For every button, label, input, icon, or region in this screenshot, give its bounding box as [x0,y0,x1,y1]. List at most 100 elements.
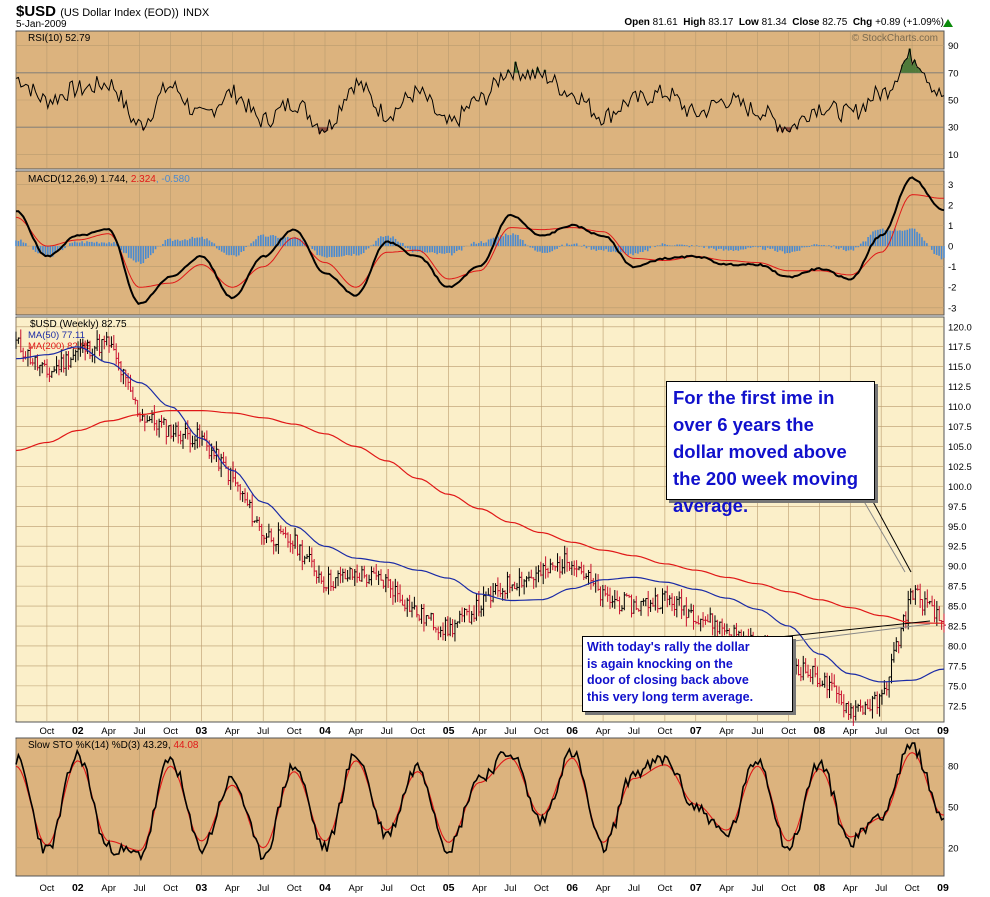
open-label: Open [624,17,650,28]
x-axis-label: Apr [348,726,363,737]
price-tick-label: 87.5 [948,582,967,593]
sto-panel: 80 50 20 Slow STO %K(14) %D(3) 43.29, 44.0… [15,737,959,877]
x-axis-label: Oct [163,726,178,737]
macd-signal-line [15,194,944,288]
open-value: 81.61 [652,17,678,28]
callout1-line: dollar moved above [673,441,847,462]
callout1-line: the 200 week moving [673,468,859,489]
callout2-line: this very long term average. [587,689,754,704]
price-label: $USD (Weekly) 82.75 [30,319,127,330]
x-axis-label: Oct [410,726,425,737]
x-axis-label: 03 [196,882,208,894]
ma50-legend: MA(50) 77.11 [28,330,85,341]
callout-rally: With today's rally the dollar is again k… [582,636,793,712]
x-axis-label: Jul [134,883,146,894]
x-axis-label: Jul [381,883,393,894]
x-axis-label: Oct [40,883,55,894]
x-axis-label: Apr [101,726,116,737]
callout2-line: door of closing back above [587,673,749,687]
x-axis-label: Apr [596,726,611,737]
x-axis-label: 04 [319,725,331,737]
macd-tick-label: -1 [948,262,956,273]
watermark: © StockCharts.com [852,33,938,44]
price-tick-label: 90.0 [948,562,967,573]
price-tick-label: 97.5 [948,502,967,513]
chg-label: Chg [852,17,873,28]
price-tick-label: 117.5 [948,342,971,353]
x-axis-label: 06 [566,882,578,894]
rsi-tick-label: 70 [948,68,959,79]
x-axis-label: Jul [381,726,393,737]
x-axis-label: Oct [163,883,178,894]
sto-label-main: Slow STO %K(14) %D(3) 43.29, [28,740,173,751]
ma50-line [15,346,945,683]
chart-header: $USD (US Dollar Index (EOD)) INDX 5-Jan-… [0,0,990,30]
sto-label-d: 44.08 [173,740,198,751]
x-axis-label: Apr [472,883,487,894]
rsi-tick-label: 90 [948,41,959,52]
chart-marks [15,48,946,862]
price-tick-label: 85.0 [948,602,967,613]
macd-line [16,176,945,305]
x-axis-label: Jul [134,726,146,737]
x-axis-label: 08 [814,725,826,737]
x-axis-label: 05 [443,725,455,737]
x-axis-label: Jul [504,883,516,894]
up-arrow-icon [943,19,953,27]
x-axis-label: Apr [719,883,734,894]
x-axis-label: Jul [751,883,763,894]
x-axis-label: Oct [905,883,920,894]
callout2-line: is again knocking on the [587,656,733,671]
price-tick-label: 112.5 [948,382,971,393]
macd-tick-label: 3 [948,180,953,191]
x-axis-label: Oct [657,726,672,737]
x-axis-label: Apr [719,726,734,737]
sto-d-line [15,752,945,852]
rsi-tick-label: 10 [948,150,959,161]
sto-tick-label: 20 [948,843,959,854]
x-axis-label: 09 [937,882,949,894]
x-axis-price: Oct 02 Apr Jul Oct 03 Apr Jul Oct 04 Apr Jul Oct 05 Ap… [40,725,949,737]
rsi-tick-label: 50 [948,96,959,107]
macd-label: MACD(12,26,9) 1.744, 2.324, -0.580 [28,174,190,185]
x-axis-label: Oct [534,883,549,894]
price-tick-label: 75.0 [948,681,967,692]
price-tick-label: 102.5 [948,462,972,473]
rsi-label: RSI(10) 52.79 [28,33,91,44]
macd-tick-label: -3 [948,303,956,314]
callout-200-week: For the first ime in over 6 years the do… [666,381,875,516]
price-tick-label: 105.0 [948,442,972,453]
callout1-line: over 6 years the [673,414,814,435]
x-axis-label: 08 [814,882,826,894]
macd-panel-bg [15,170,945,316]
price-tick-label: 107.5 [948,422,972,433]
close-value: 82.75 [822,17,848,28]
symbol-title: $USD (US Dollar Index (EOD)) INDX [16,3,209,20]
close-label: Close [792,17,820,28]
macd-label-signal: 2.324 [131,174,156,185]
rsi-tick-label: 30 [948,123,959,134]
price-tick-label: 92.5 [948,542,967,553]
x-axis-label: Oct [534,726,549,737]
price-tick-label: 120.0 [948,322,972,333]
x-axis-label: Apr [596,883,611,894]
macd-tick-label: -2 [948,283,956,294]
callout1-line: For the first ime in [673,387,835,408]
price-tick-label: 72.5 [948,701,967,712]
macd-tick-label: 0 [948,242,953,253]
x-axis-label: Oct [287,883,302,894]
sto-k-line [15,742,945,862]
price-tick-label: 110.0 [948,402,971,413]
callout2-pointer-b [769,623,931,645]
price-tick-label: 80.0 [948,641,967,652]
rsi-panel: 90 70 50 30 10 RSI(10) 52.79 © StockCharts.c… [15,30,959,170]
x-axis-label: 02 [72,882,84,894]
callout2-pointer-a [769,620,931,639]
price-tick-label: 77.5 [948,661,967,672]
exchange: INDX [182,7,210,19]
x-axis-label: Jul [875,883,887,894]
x-axis-label: Jul [628,883,640,894]
x-axis-label: 07 [690,725,702,737]
x-axis-label: Apr [101,883,116,894]
symbol-name: (US Dollar Index (EOD)) [60,7,179,19]
